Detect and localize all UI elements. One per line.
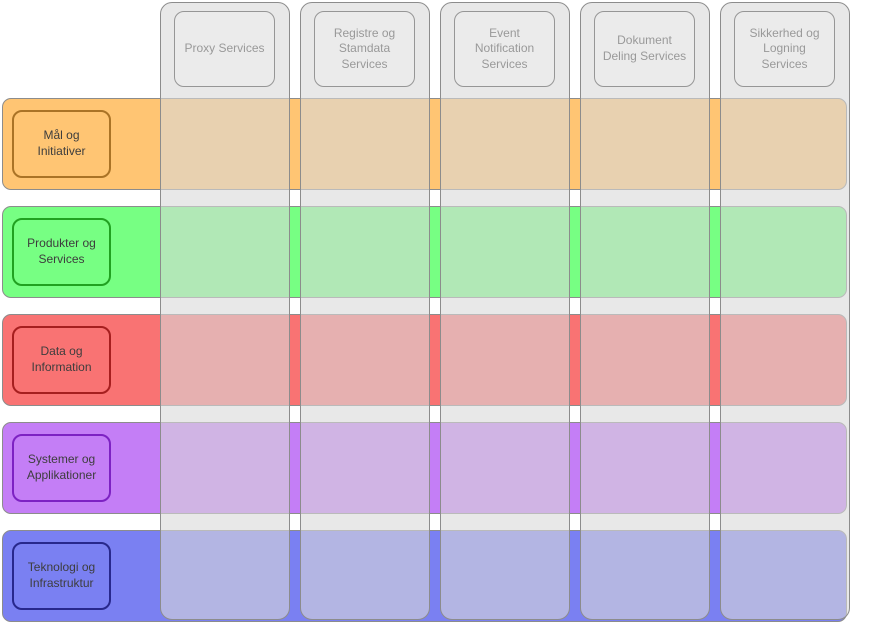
column-header-label: Registre og Stamdata Services (333, 25, 396, 71)
column-header-label: Event Notification Services (474, 25, 535, 71)
row-label: Mål og Initiativer (37, 128, 86, 158)
column-event-notification-services: Event Notification Services (440, 2, 570, 620)
row-label-box: Produkter og Services (12, 218, 111, 286)
column-dokument-deling-services: Dokument Deling Services (580, 2, 710, 620)
row-label: Teknologi og Infrastruktur (27, 560, 96, 590)
column-sikkerhed-og-logning-services: Sikkerhed og Logning Services (720, 2, 850, 620)
column-header-label: Sikkerhed og Logning Services (749, 25, 820, 71)
row-label-box: Systemer og Applikationer (12, 434, 111, 502)
row-label-box: Data og Information (12, 326, 111, 394)
column-header: Sikkerhed og Logning Services (734, 11, 835, 87)
column-proxy-services: Proxy Services (160, 2, 290, 620)
row-label: Produkter og Services (27, 236, 96, 266)
column-header: Dokument Deling Services (594, 11, 695, 87)
row-label-box: Teknologi og Infrastruktur (12, 542, 111, 610)
column-header: Registre og Stamdata Services (314, 11, 415, 87)
row-label-box: Mål og Initiativer (12, 110, 111, 178)
row-label: Systemer og Applikationer (26, 452, 97, 482)
column-header-label: Dokument Deling Services (602, 33, 687, 63)
row-label: Data og Information (31, 344, 92, 374)
column-header-label: Proxy Services (184, 41, 265, 56)
column-header: Event Notification Services (454, 11, 555, 87)
column-header: Proxy Services (174, 11, 275, 87)
column-registre-og-stamdata-services: Registre og Stamdata Services (300, 2, 430, 620)
